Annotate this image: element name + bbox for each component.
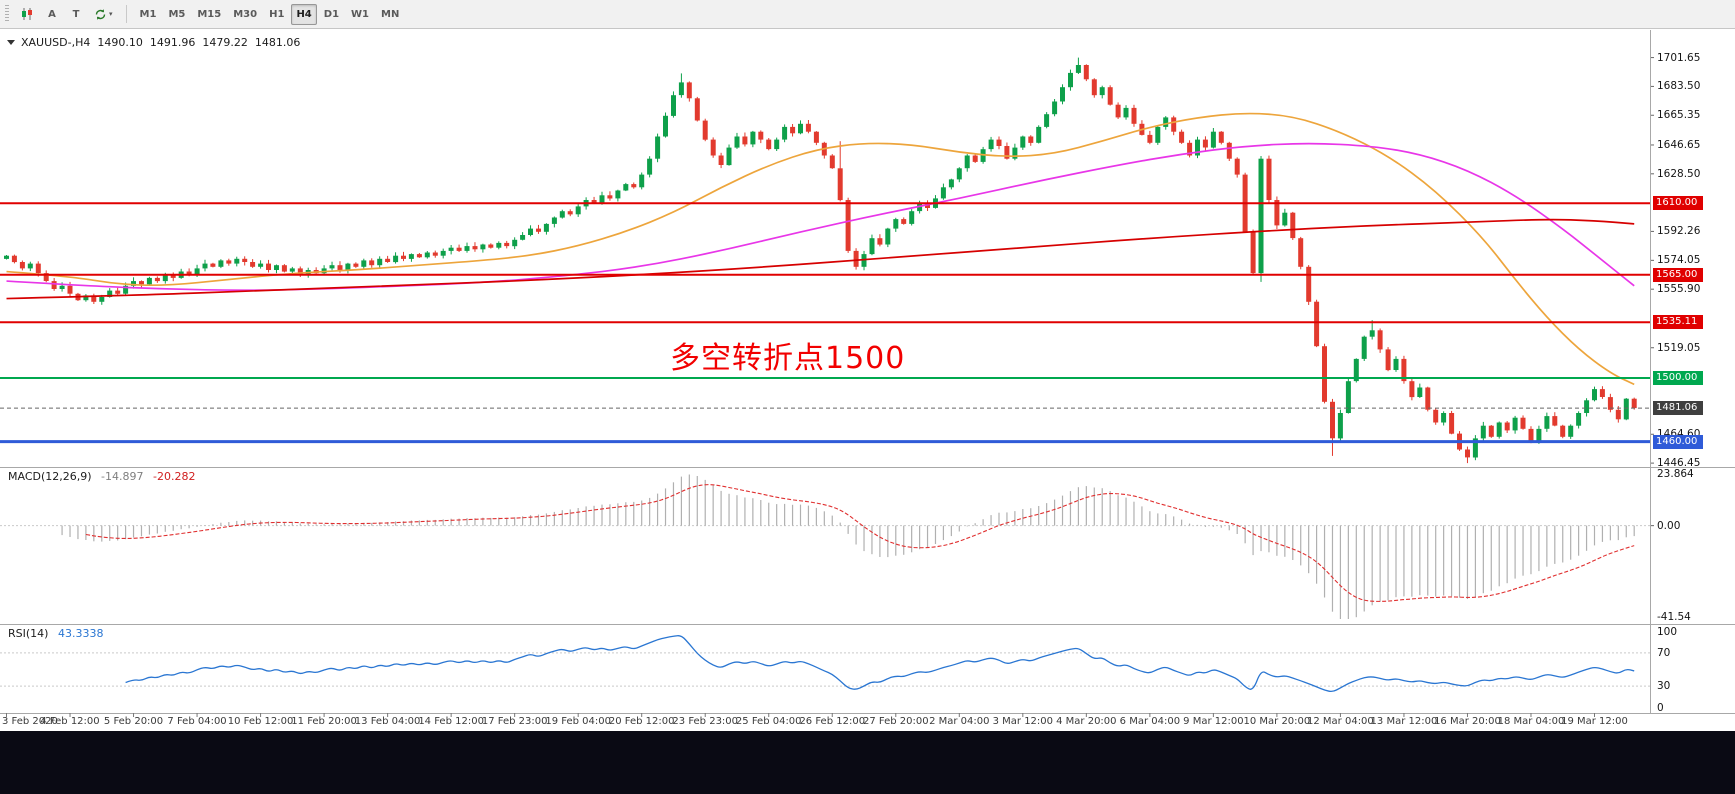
cycle-icon bbox=[95, 8, 106, 20]
time-axis-label: 12 Mar 04:00 bbox=[1307, 716, 1374, 727]
rsi-axis-label: 70 bbox=[1657, 646, 1671, 659]
macd-title: MACD(12,26,9) bbox=[8, 470, 92, 483]
price-tag-1610.00: 1610.00 bbox=[1653, 196, 1703, 211]
candlestick-icon bbox=[22, 8, 32, 20]
rsi-title: RSI(14) bbox=[8, 627, 49, 640]
price-tag-1565.00: 1565.00 bbox=[1653, 267, 1703, 282]
time-axis-label: 6 Mar 04:00 bbox=[1119, 716, 1181, 727]
time-axis-label: 19 Mar 12:00 bbox=[1561, 716, 1628, 727]
rsi-line bbox=[125, 635, 1635, 692]
dropdown-caret-icon: ▾ bbox=[109, 10, 113, 18]
timeframe-w1-button[interactable]: W1 bbox=[346, 4, 374, 25]
ohlc-close: 1481.06 bbox=[254, 36, 301, 49]
macd-main-value: -14.897 bbox=[101, 470, 144, 483]
price-axis-label: 1555.90 bbox=[1657, 283, 1701, 296]
symbol-title: XAUUSD-,H4 bbox=[21, 36, 91, 49]
price-axis-label: 1665.35 bbox=[1657, 109, 1701, 122]
annotation-text[interactable]: 多空转折点1500 bbox=[670, 341, 906, 376]
time-axis-label: 13 Mar 12:00 bbox=[1370, 716, 1438, 727]
time-axis-label: 27 Feb 20:00 bbox=[862, 716, 929, 727]
timeframe-m5-button[interactable]: M5 bbox=[163, 4, 190, 25]
time-axis-label: 26 Feb 12:00 bbox=[799, 716, 866, 727]
ma-fast-orange-line bbox=[6, 112, 1635, 386]
toolbar-separator bbox=[125, 5, 127, 23]
time-axis-label: 16 Mar 20:00 bbox=[1434, 716, 1501, 727]
timeframe-mn-button[interactable]: MN bbox=[376, 4, 404, 25]
timeframe-h4-button[interactable]: H4 bbox=[291, 3, 317, 25]
price-axis-label: 1683.50 bbox=[1657, 80, 1701, 93]
time-axis-label: 13 Feb 04:00 bbox=[354, 716, 421, 727]
macd-signal-line bbox=[85, 484, 1635, 602]
rsi-axis-label: 30 bbox=[1657, 680, 1671, 693]
time-axis-label: 9 Mar 12:00 bbox=[1183, 716, 1244, 727]
price-axis-label: 1628.50 bbox=[1657, 167, 1701, 180]
price-tag-1535.11: 1535.11 bbox=[1653, 315, 1703, 330]
macd-signal-value: -20.282 bbox=[153, 470, 196, 483]
price-axis-label: 1701.65 bbox=[1657, 51, 1701, 64]
rsi-axis-label: 0 bbox=[1657, 702, 1664, 714]
current-price-tag: 1481.06 bbox=[1653, 401, 1703, 416]
price-axis-label: 1446.45 bbox=[1657, 457, 1701, 470]
ohlc-high: 1491.96 bbox=[149, 36, 196, 49]
price-tag-1500.00: 1500.00 bbox=[1653, 371, 1703, 385]
symbol-ohlc-header: XAUUSD-,H4 1490.10 1491.96 1479.22 1481.… bbox=[7, 36, 300, 49]
time-axis-label: 20 Feb 12:00 bbox=[608, 716, 675, 727]
cursor-a-button[interactable]: A bbox=[41, 4, 63, 25]
bottom-dark-bar bbox=[0, 731, 1735, 794]
time-axis-label: 3 Mar 12:00 bbox=[992, 716, 1054, 727]
time-axis-label: 17 Feb 23:00 bbox=[481, 716, 548, 727]
time-axis-label: 4 Feb 12:00 bbox=[40, 716, 100, 727]
time-axis-label: 7 Feb 04:00 bbox=[167, 716, 227, 727]
toolbar: A T ▾ M1 M5 M15 M30 H1 H4 D1 W1 MN bbox=[0, 0, 1735, 29]
time-axis-label: 19 Feb 04:00 bbox=[545, 716, 611, 727]
ma-slow-red-line bbox=[6, 218, 1635, 300]
time-axis-label: 25 Feb 04:00 bbox=[735, 716, 802, 727]
time-axis-label: 10 Mar 20:00 bbox=[1243, 716, 1311, 727]
chart-background[interactable] bbox=[0, 30, 1735, 731]
time-axis-label: 23 Feb 23:00 bbox=[672, 716, 739, 727]
macd-axis-label-zero: 0.00 bbox=[1657, 519, 1681, 532]
time-axis-label: 18 Mar 04:00 bbox=[1497, 716, 1565, 727]
time-axis-label: 14 Feb 12:00 bbox=[418, 716, 484, 727]
macd-label: MACD(12,26,9) -14.897 -20.282 bbox=[8, 470, 195, 483]
ohlc-open: 1490.10 bbox=[97, 36, 143, 49]
cycle-symbols-button[interactable]: ▾ bbox=[89, 4, 118, 25]
price-axis-label: 1646.65 bbox=[1657, 138, 1701, 151]
macd-axis-label-min: -41.54 bbox=[1657, 611, 1691, 623]
toolbar-grip[interactable] bbox=[5, 5, 9, 23]
text-tool-button[interactable]: T bbox=[65, 4, 87, 25]
timeframe-h1-button[interactable]: H1 bbox=[264, 4, 289, 25]
rsi-label: RSI(14) 43.3338 bbox=[8, 627, 103, 640]
timeframe-m15-button[interactable]: M15 bbox=[192, 4, 226, 25]
macd-axis-label-max: 23.864 bbox=[1657, 468, 1694, 480]
rsi-value: 43.3338 bbox=[57, 627, 104, 640]
price-axis-label: 1519.05 bbox=[1657, 341, 1701, 354]
time-axis-label: 5 Feb 20:00 bbox=[103, 716, 164, 727]
ohlc-low: 1479.22 bbox=[202, 36, 248, 49]
symbol-dropdown-icon[interactable] bbox=[7, 40, 15, 45]
chart-icon-button[interactable] bbox=[15, 4, 39, 25]
timeframe-m30-button[interactable]: M30 bbox=[228, 4, 262, 25]
timeframe-m1-button[interactable]: M1 bbox=[135, 4, 162, 25]
timeframe-d1-button[interactable]: D1 bbox=[319, 4, 344, 25]
time-axis-label: 11 Feb 20:00 bbox=[291, 716, 357, 727]
time-axis-label: 2 Mar 04:00 bbox=[929, 716, 990, 727]
price-tag-1460.00: 1460.00 bbox=[1653, 434, 1703, 449]
time-axis-label: 10 Feb 12:00 bbox=[227, 716, 294, 727]
price-axis-label: 1592.26 bbox=[1657, 225, 1701, 238]
rsi-axis-label: 100 bbox=[1657, 626, 1678, 638]
time-axis-label: 3 Feb 2020 bbox=[2, 716, 58, 727]
price-axis-label: 1574.05 bbox=[1657, 254, 1701, 267]
time-axis-label: 4 Mar 20:00 bbox=[1056, 716, 1117, 727]
